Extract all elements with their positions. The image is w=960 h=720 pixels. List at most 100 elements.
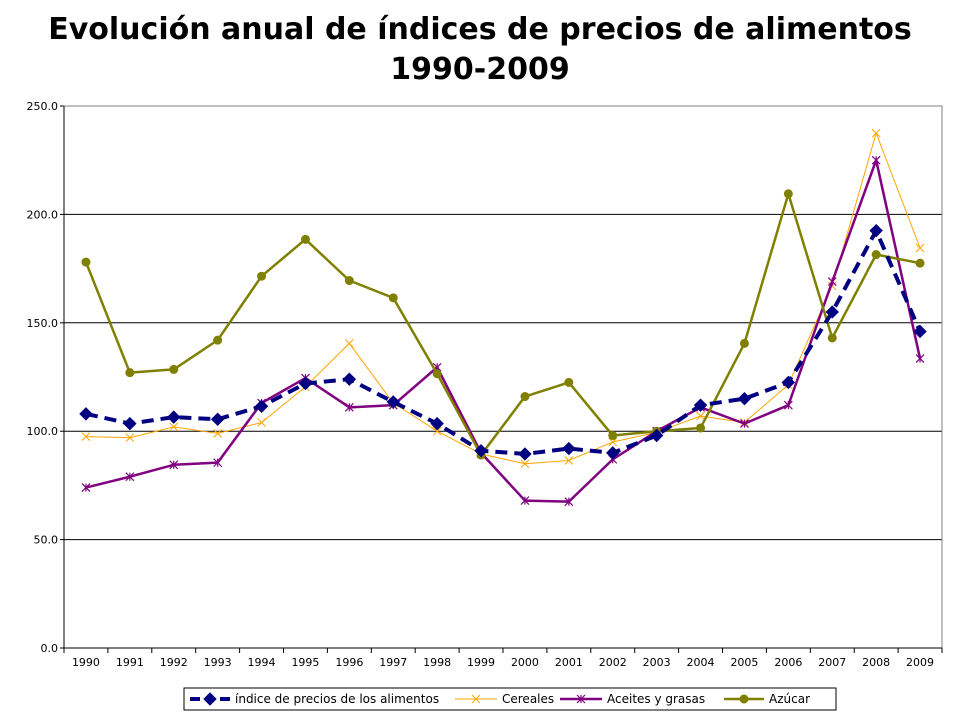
- legend-label: Cereales: [502, 692, 554, 706]
- data-point: [169, 364, 179, 374]
- data-point: [827, 333, 837, 343]
- data-point: [430, 416, 444, 431]
- x-tick-label: 1993: [204, 656, 232, 669]
- x-tick-label: 2002: [599, 656, 627, 669]
- data-point: [169, 460, 179, 470]
- legend-marker: [576, 694, 586, 704]
- legend-label: índice de precios de los alimentos: [235, 692, 439, 706]
- data-point: [520, 496, 530, 506]
- x-tick-label: 1998: [423, 656, 451, 669]
- data-point: [871, 155, 881, 165]
- data-point: [300, 234, 310, 244]
- x-tick-label: 1995: [291, 656, 319, 669]
- x-tick-label: 2006: [774, 656, 802, 669]
- legend-marker: [739, 694, 749, 704]
- data-point: [254, 399, 269, 413]
- data-point: [564, 456, 574, 465]
- series-line: [85, 132, 921, 465]
- legend-label: Aceites y grasas: [607, 692, 705, 706]
- x-tick-label: 1992: [160, 656, 188, 669]
- data-point: [474, 444, 488, 458]
- data-point: [871, 128, 881, 138]
- data-point: [257, 418, 266, 427]
- data-point: [915, 243, 925, 253]
- data-point: [783, 189, 793, 199]
- series-line: [85, 228, 922, 456]
- data-point: [213, 429, 223, 438]
- data-point: [125, 472, 135, 482]
- data-point: [737, 391, 752, 406]
- data-point: [562, 441, 576, 456]
- data-point: [913, 324, 927, 339]
- data-point: [213, 458, 223, 468]
- data-point: [123, 416, 137, 431]
- data-point: [869, 223, 883, 238]
- chart-title-line: Evolución anual de índices de precios de…: [48, 12, 912, 47]
- data-point: [871, 250, 881, 260]
- data-point: [432, 426, 442, 436]
- y-tick-label: 50.0: [34, 534, 59, 547]
- data-point: [696, 411, 705, 421]
- data-point: [257, 271, 267, 281]
- data-point: [169, 422, 179, 432]
- data-point: [344, 276, 354, 286]
- legend-marker: [203, 692, 217, 706]
- data-point: [696, 423, 706, 433]
- x-tick-label: 2005: [730, 656, 758, 669]
- series-line: [84, 192, 921, 457]
- legend-marker: [471, 694, 481, 704]
- data-point: [564, 497, 574, 507]
- data-point: [915, 354, 925, 363]
- data-point: [781, 375, 796, 390]
- data-point: [81, 483, 91, 492]
- data-point: [432, 369, 442, 379]
- data-point: [693, 398, 708, 412]
- data-point: [213, 335, 223, 345]
- x-tick-label: 2007: [818, 656, 846, 669]
- data-point: [210, 412, 225, 426]
- data-point: [783, 400, 793, 410]
- data-point: [79, 407, 93, 421]
- data-point: [608, 431, 618, 441]
- data-point: [915, 258, 925, 268]
- legend-label: Azúcar: [769, 692, 810, 706]
- x-tick-label: 2008: [862, 656, 890, 669]
- legend: [183, 687, 837, 711]
- y-tick-label: 250.0: [27, 100, 59, 113]
- x-tick-label: 1996: [335, 656, 363, 669]
- data-point: [520, 459, 530, 469]
- y-tick-label: 100.0: [27, 425, 59, 438]
- plot-area: [63, 105, 943, 649]
- x-tick-label: 2004: [687, 656, 715, 669]
- data-point: [167, 410, 181, 424]
- data-point: [298, 376, 313, 391]
- data-point: [825, 305, 839, 319]
- data-point: [739, 338, 749, 348]
- x-tick-label: 1994: [248, 656, 276, 669]
- y-tick-label: 200.0: [27, 208, 59, 221]
- x-tick-label: 2009: [906, 656, 934, 669]
- x-tick-label: 1991: [116, 656, 144, 669]
- y-tick-label: 0.0: [41, 642, 59, 655]
- x-tick-label: 1990: [72, 656, 100, 669]
- x-tick-label: 2001: [555, 656, 583, 669]
- data-point: [388, 293, 398, 303]
- data-point: [344, 402, 354, 412]
- x-tick-label: 1997: [379, 656, 407, 669]
- data-point: [125, 368, 135, 378]
- data-point: [606, 446, 620, 460]
- data-point: [81, 257, 91, 267]
- chart-subtitle: 1990-2009: [390, 52, 570, 87]
- data-point: [125, 433, 135, 443]
- series-line: [85, 158, 922, 503]
- y-tick-label: 150.0: [27, 317, 59, 330]
- data-point: [81, 432, 91, 441]
- data-point: [827, 277, 837, 287]
- chart-title: Evolución anual de índices de precios de…: [0, 10, 960, 90]
- data-point: [518, 447, 532, 461]
- data-point: [386, 395, 400, 409]
- data-point: [342, 372, 357, 386]
- data-point: [740, 419, 749, 429]
- data-point: [649, 428, 664, 443]
